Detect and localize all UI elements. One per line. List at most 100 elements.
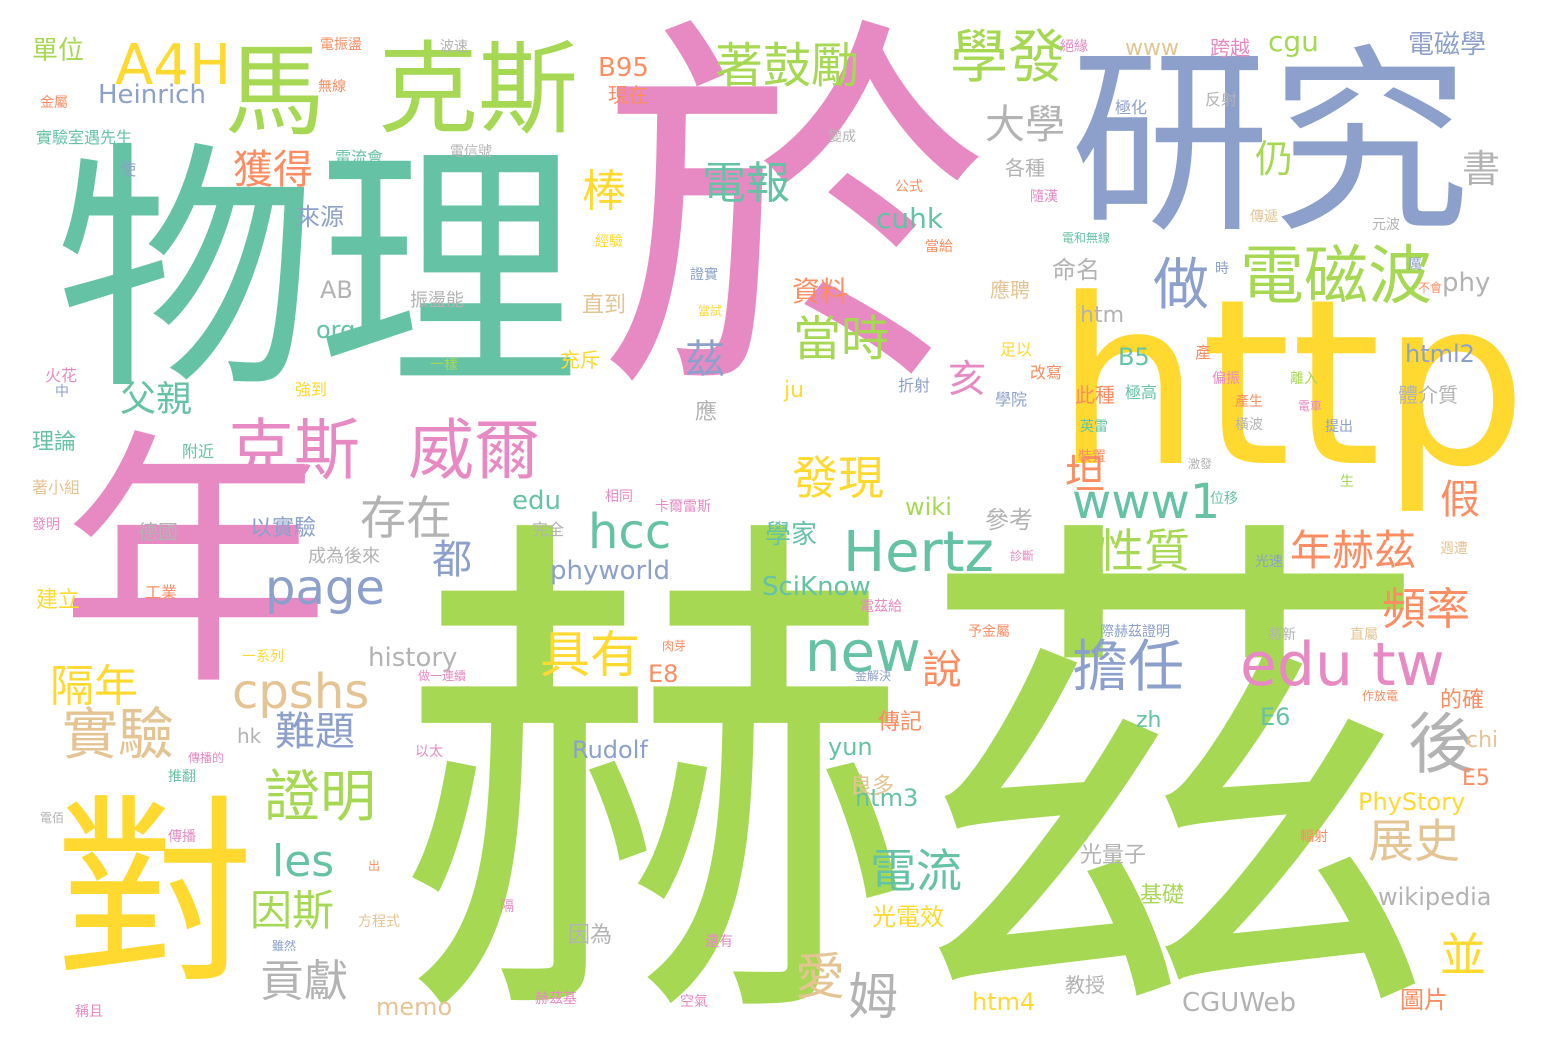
word-cloud-word: B95 [598,53,649,83]
word-cloud-word: 電信號 [450,144,492,160]
word-cloud-word: 克斯 [228,412,360,489]
word-cloud-word: 於 [598,0,990,444]
word-cloud-word: org [316,316,356,344]
word-cloud-word: 茲 [685,337,725,383]
word-cloud-word: 擔任 [1072,635,1184,700]
word-cloud-word: 稱且 [75,1004,103,1020]
word-cloud-word: yun [828,733,873,761]
word-cloud-word: 反射 [1205,90,1238,109]
word-cloud-word: 元波 [1372,217,1400,233]
word-cloud-word: 性質 [1098,524,1190,578]
word-cloud-word: 獲得 [233,147,313,193]
word-cloud-word: 產生 [1235,394,1263,410]
word-cloud-word: 年 [60,407,330,722]
word-cloud-word: 電和無線 [1062,231,1111,245]
word-cloud-word: B5 [1118,343,1150,371]
word-cloud-word: E8 [648,660,679,688]
word-cloud-word: 完全 [532,520,565,539]
word-cloud-word: 因斯 [250,886,335,935]
word-cloud-word: 予金屬 [968,624,1010,640]
word-cloud-word: 學家 [765,520,818,550]
word-cloud-word: 產 [1195,343,1212,362]
word-cloud-word: html2 [1405,340,1475,368]
word-cloud-word: 克斯 [378,31,578,148]
word-cloud-word: 單位 [32,36,85,66]
word-cloud-word: 相同 [605,489,633,505]
word-cloud-word: htm4 [972,988,1036,1016]
word-cloud-word: 威爾 [408,412,540,489]
word-cloud-word: wikipedia [1378,883,1492,911]
word-cloud-word: 雖然 [272,939,297,953]
word-cloud-word: 電車 [1298,399,1323,413]
word-cloud-word: 金屬 [40,95,68,111]
word-cloud-word: 後 [1408,706,1474,783]
word-cloud-word: 激發 [1188,457,1213,471]
word-cloud-word: CGUWeb [1182,988,1297,1018]
word-cloud-word: 父親 [120,379,193,420]
word-cloud-word: 研究 [1070,28,1471,261]
word-cloud-word: phy [1442,268,1491,298]
word-cloud-word: 圖片 [1400,986,1448,1014]
word-cloud-word: 發現 [792,451,884,505]
word-cloud-word: 姆 [848,968,898,1026]
word-cloud-word: 裝置 [1078,449,1106,465]
word-cloud-word: 做 [1153,253,1209,318]
word-cloud-word: 當試 [698,304,723,318]
word-cloud-word: 發明 [32,517,60,533]
word-cloud-word: 工業 [145,583,178,602]
word-cloud-word: 使 [120,160,137,179]
word-cloud-word: 無線 [318,79,346,95]
word-cloud-word: E5 [1462,766,1490,791]
word-cloud-word: 當給 [925,239,953,255]
word-cloud-word: 光量子 [1080,843,1147,868]
word-cloud-word: 證明 [264,765,376,830]
word-cloud-word: 赫茲基 [535,991,577,1007]
word-cloud-word: http [1055,251,1528,518]
word-cloud-word: 學院 [995,390,1028,409]
word-cloud-word: 教授 [1065,973,1105,997]
word-cloud-word: 實驗室遇先生 [36,128,133,147]
word-cloud-word: www [1125,36,1179,61]
word-cloud-word: 貢獻 [260,956,348,1007]
word-cloud-word: 充斥 [560,348,600,372]
word-cloud-word: 現在 [608,83,648,107]
word-cloud-word: 都 [432,537,472,583]
word-cloud-word: PhyStory [1358,788,1466,816]
word-cloud-word: 仍 [1255,137,1294,181]
word-cloud-word: 提出 [1325,419,1353,435]
word-cloud-word: 實驗 [62,703,174,768]
word-cloud-word: 頻率 [1382,584,1470,635]
word-cloud-word: 輻射 [1300,829,1328,845]
word-cloud-word: Rudolf [572,736,648,764]
word-cloud-word: 出 [368,859,381,873]
word-cloud-word: 振盪能 [410,290,464,311]
word-cloud-word: 極高 [1125,383,1158,402]
word-cloud-word: 推翻 [168,769,196,785]
word-cloud-word: 將新 [1268,627,1296,643]
word-cloud-word: 橫波 [1235,417,1263,433]
word-cloud-word: 坦 [1065,452,1105,498]
word-cloud-word: 應 [695,400,718,425]
word-cloud-word: 診斷 [1010,549,1035,563]
word-cloud-word: history [368,643,458,673]
word-cloud-word: 卡爾雷斯 [655,499,711,515]
word-cloud-word: 強到 [295,380,328,399]
word-cloud-word: new [805,620,921,685]
word-cloud-word: Heinrich [98,80,206,110]
word-cloud-word: hcc [588,504,672,560]
word-cloud-word: 證實 [690,267,718,283]
word-cloud-word: cuhk [876,202,944,235]
word-cloud-word: 還有 [705,934,733,950]
word-cloud-word: www1 [1072,474,1221,530]
word-cloud-word: 直屬 [1350,627,1378,643]
word-cloud-word: htm [1080,303,1124,328]
word-cloud-word: 一系列 [242,649,284,665]
word-cloud-word: 著小組 [32,478,81,497]
word-cloud-word: 因為 [568,923,613,948]
word-cloud-word: 並 [1440,928,1486,982]
word-cloud-word: 各種 [1005,156,1045,180]
word-cloud-word: 光電效 [872,903,944,931]
word-cloud-word: 理論 [32,430,77,455]
word-cloud-word: 電振盪 [320,37,362,53]
